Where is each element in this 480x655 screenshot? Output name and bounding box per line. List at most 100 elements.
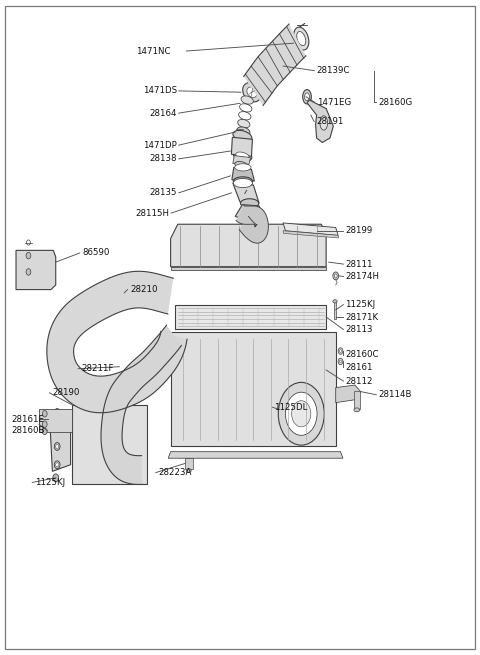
- Text: 1125KJ: 1125KJ: [345, 300, 375, 309]
- Bar: [170, 332, 336, 447]
- Text: 1471DS: 1471DS: [143, 86, 177, 96]
- Bar: [354, 391, 360, 409]
- Text: 28138: 28138: [149, 155, 177, 163]
- Text: 28211F: 28211F: [81, 364, 114, 373]
- Text: 28160B: 28160B: [11, 426, 45, 436]
- Ellipse shape: [241, 96, 253, 104]
- Circle shape: [53, 474, 59, 481]
- Circle shape: [42, 421, 47, 428]
- Text: 28139C: 28139C: [317, 66, 350, 75]
- Circle shape: [278, 383, 324, 445]
- Text: 1125DL: 1125DL: [275, 403, 308, 412]
- Polygon shape: [233, 183, 259, 203]
- Bar: [175, 305, 326, 329]
- Circle shape: [338, 348, 343, 354]
- Text: 28160C: 28160C: [345, 350, 379, 360]
- Text: 28113: 28113: [345, 325, 373, 334]
- Ellipse shape: [238, 119, 250, 128]
- Text: 28112: 28112: [345, 377, 373, 386]
- Polygon shape: [244, 24, 306, 105]
- Circle shape: [333, 272, 338, 280]
- Ellipse shape: [237, 127, 250, 136]
- Ellipse shape: [235, 162, 249, 170]
- Circle shape: [338, 358, 343, 365]
- Circle shape: [26, 240, 30, 245]
- Circle shape: [292, 401, 311, 427]
- Circle shape: [26, 269, 31, 275]
- Text: 28199: 28199: [345, 226, 372, 235]
- Ellipse shape: [233, 130, 252, 141]
- Polygon shape: [231, 138, 252, 157]
- Ellipse shape: [333, 300, 337, 303]
- Ellipse shape: [233, 178, 252, 187]
- Polygon shape: [101, 325, 181, 485]
- Polygon shape: [16, 250, 56, 290]
- Polygon shape: [39, 409, 72, 432]
- Polygon shape: [283, 223, 338, 235]
- Ellipse shape: [235, 164, 251, 171]
- Circle shape: [54, 461, 60, 469]
- Polygon shape: [283, 231, 338, 238]
- Ellipse shape: [233, 150, 252, 161]
- Ellipse shape: [320, 116, 327, 130]
- Text: 86590: 86590: [82, 248, 109, 257]
- Polygon shape: [233, 156, 251, 166]
- Ellipse shape: [297, 31, 306, 46]
- Text: 28174H: 28174H: [345, 272, 379, 281]
- Polygon shape: [336, 385, 360, 403]
- Polygon shape: [185, 458, 193, 470]
- Polygon shape: [50, 415, 71, 472]
- Text: 28191: 28191: [317, 117, 344, 126]
- Circle shape: [334, 274, 337, 278]
- Text: 28135: 28135: [149, 189, 177, 197]
- Circle shape: [42, 411, 47, 417]
- Ellipse shape: [247, 87, 257, 98]
- Ellipse shape: [305, 93, 310, 101]
- Text: 28161: 28161: [345, 363, 373, 372]
- Bar: [72, 405, 147, 484]
- Circle shape: [56, 411, 59, 415]
- Ellipse shape: [236, 152, 249, 159]
- Polygon shape: [232, 168, 254, 181]
- Circle shape: [54, 443, 60, 451]
- Text: 28114B: 28114B: [379, 390, 412, 400]
- Ellipse shape: [240, 198, 259, 208]
- Circle shape: [339, 350, 341, 352]
- Text: 28210: 28210: [130, 285, 157, 294]
- Circle shape: [56, 463, 59, 467]
- Circle shape: [56, 425, 59, 429]
- Polygon shape: [235, 204, 264, 219]
- Bar: [334, 301, 336, 319]
- Text: 28111: 28111: [345, 259, 373, 269]
- Text: 28164: 28164: [149, 109, 177, 118]
- Ellipse shape: [303, 90, 312, 104]
- Ellipse shape: [354, 408, 360, 412]
- Text: 28223A: 28223A: [158, 468, 192, 477]
- Circle shape: [339, 360, 341, 363]
- Polygon shape: [236, 206, 268, 243]
- Circle shape: [42, 428, 47, 435]
- Text: 28115H: 28115H: [135, 209, 169, 217]
- Text: 1471DP: 1471DP: [143, 141, 177, 149]
- Polygon shape: [168, 452, 343, 458]
- Circle shape: [54, 423, 60, 431]
- Text: 28171K: 28171K: [345, 312, 378, 322]
- Circle shape: [54, 409, 60, 417]
- Polygon shape: [170, 224, 326, 267]
- Text: 1471EG: 1471EG: [317, 98, 351, 107]
- Polygon shape: [47, 271, 187, 413]
- Polygon shape: [170, 267, 326, 270]
- Text: 28161E: 28161E: [11, 415, 44, 424]
- Ellipse shape: [233, 177, 252, 185]
- Ellipse shape: [186, 469, 191, 473]
- Circle shape: [56, 445, 59, 449]
- Ellipse shape: [243, 83, 261, 102]
- Ellipse shape: [294, 27, 309, 50]
- Text: 1471NC: 1471NC: [136, 47, 170, 56]
- Text: 1125KJ: 1125KJ: [35, 478, 65, 487]
- Text: 28160G: 28160G: [379, 98, 413, 107]
- Circle shape: [26, 252, 31, 259]
- Circle shape: [286, 392, 317, 436]
- Polygon shape: [307, 100, 333, 143]
- Text: 28190: 28190: [52, 388, 80, 398]
